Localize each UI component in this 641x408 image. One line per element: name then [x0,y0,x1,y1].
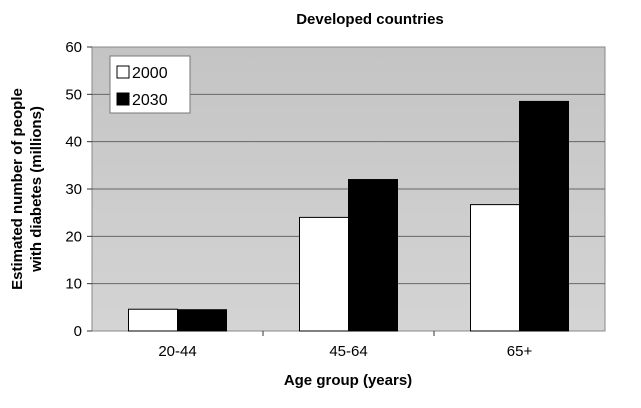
y-tick-label: 10 [65,276,82,293]
bar-2030-65+ [519,100,569,332]
bar-2000-45-64 [299,216,349,332]
bar-2000-65+ [470,204,520,332]
y-tick-label: 30 [65,181,82,198]
legend-swatch-2030 [116,92,130,106]
y-tick-label: 40 [65,134,82,151]
x-tick-label: 20-44 [158,343,196,360]
legend-swatch-2000 [116,65,130,79]
y-tick-label: 0 [74,323,82,340]
x-axis-label: Age group (years) [284,372,412,389]
x-tick-label: 45-64 [329,343,367,360]
legend-label-2000: 2000 [132,65,168,82]
y-tick-label: 50 [65,86,82,103]
chart-title: Developed countries [296,11,444,28]
legend-label-2030: 2030 [132,92,168,109]
bar-2030-20-44 [177,309,227,332]
y-tick-label: 60 [65,39,82,56]
y-tick-label: 20 [65,228,82,245]
y-axis-label-line2: with diabetes (millions) [28,106,45,273]
bar-2030-45-64 [348,179,398,332]
legend: 2000 2030 [109,55,191,114]
bar-2000-20-44 [128,308,178,332]
y-axis-label-line1: Estimated number of people [9,88,26,290]
x-tick-label: 65+ [507,343,533,360]
